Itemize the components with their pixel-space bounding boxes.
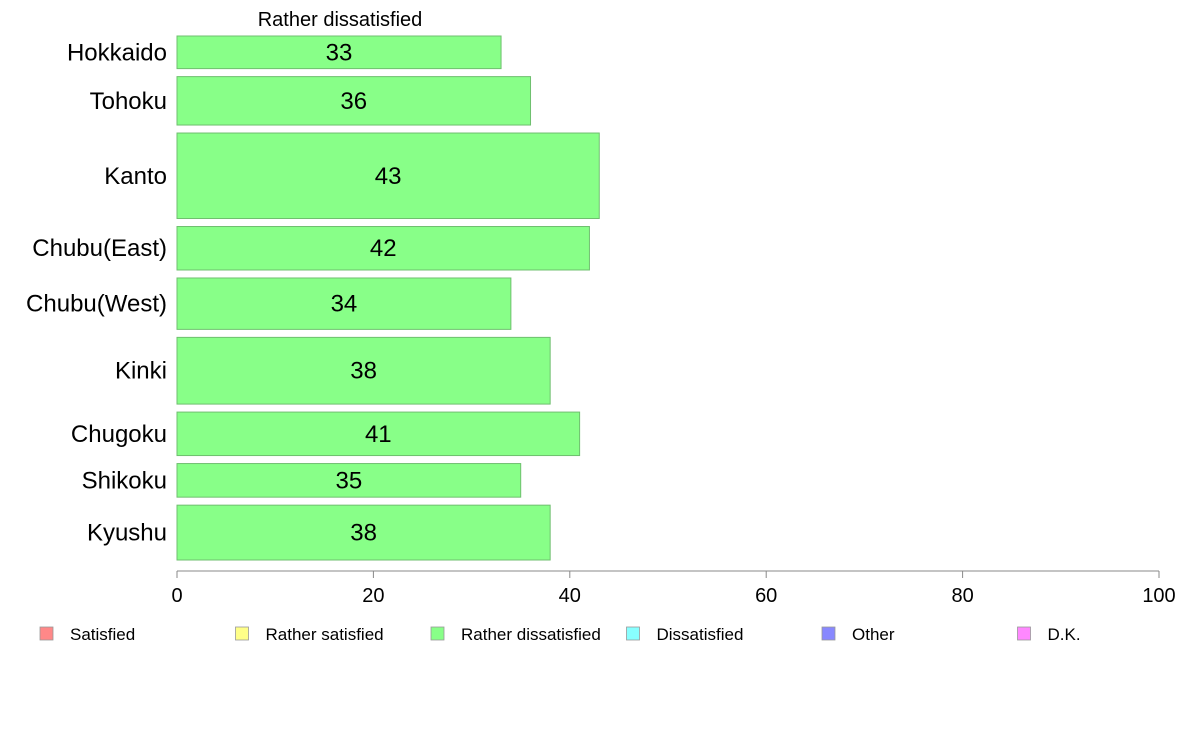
legend-swatch xyxy=(430,626,445,641)
category-label: Kyushu xyxy=(87,520,167,547)
x-tick-label: 60 xyxy=(755,585,777,607)
legend-label: Rather satisfied xyxy=(266,625,384,644)
category-label: Chubu(East) xyxy=(32,235,167,262)
bar-value-label: 33 xyxy=(326,39,353,66)
legend-label: Other xyxy=(852,625,895,644)
x-tick-label: 20 xyxy=(362,585,384,607)
category-label: Tohoku xyxy=(90,88,167,115)
legend-swatch xyxy=(626,626,640,641)
x-tick-label: 100 xyxy=(1142,585,1175,607)
bar-value-label: 38 xyxy=(350,358,377,385)
legend-label: Satisfied xyxy=(70,625,135,644)
bar-value-label: 35 xyxy=(335,467,362,494)
bar xyxy=(176,277,512,330)
bar xyxy=(176,463,522,498)
x-tick-label: 80 xyxy=(951,585,973,607)
bar-value-label: 34 xyxy=(331,291,358,318)
legend-swatch xyxy=(1017,626,1031,641)
legend-label: Rather dissatisfied xyxy=(461,625,601,644)
legend-swatch xyxy=(39,626,54,641)
category-label: Chugoku xyxy=(71,421,167,448)
category-label: Shikoku xyxy=(82,467,167,494)
bar-value-label: 38 xyxy=(350,520,377,547)
bars-group: Hokkaido 33 Tohoku 36 Kanto 43 Chubu(East) 42 Ch… xyxy=(26,35,600,561)
category-label: Hokkaido xyxy=(67,39,167,66)
x-tick-label: 40 xyxy=(559,585,581,607)
category-label: Kanto xyxy=(104,163,167,190)
bar-value-label: 36 xyxy=(340,88,367,115)
bar xyxy=(176,226,590,271)
bar-value-label: 42 xyxy=(370,235,397,262)
x-axis: 0 20 40 60 80 100 xyxy=(171,570,1176,607)
bar xyxy=(176,411,581,457)
legend-swatch xyxy=(235,626,249,641)
legend: Satisfied Rather satisfied Rather dissatis… xyxy=(39,625,1081,644)
bar-value-label: 43 xyxy=(375,163,402,190)
legend-swatch xyxy=(821,626,836,641)
bar xyxy=(176,76,532,126)
bar-value-label: 41 xyxy=(365,421,392,448)
bar xyxy=(176,336,551,405)
category-label: Chubu(West) xyxy=(26,291,167,318)
bar xyxy=(176,504,551,561)
legend-label: Dissatisfied xyxy=(657,625,744,644)
category-label: Kinki xyxy=(115,358,167,385)
chart-title: Rather dissatisfied xyxy=(258,9,423,31)
x-tick-label: 0 xyxy=(171,585,182,607)
bar xyxy=(176,132,600,220)
bar xyxy=(176,35,502,70)
legend-label: D.K. xyxy=(1048,625,1081,644)
